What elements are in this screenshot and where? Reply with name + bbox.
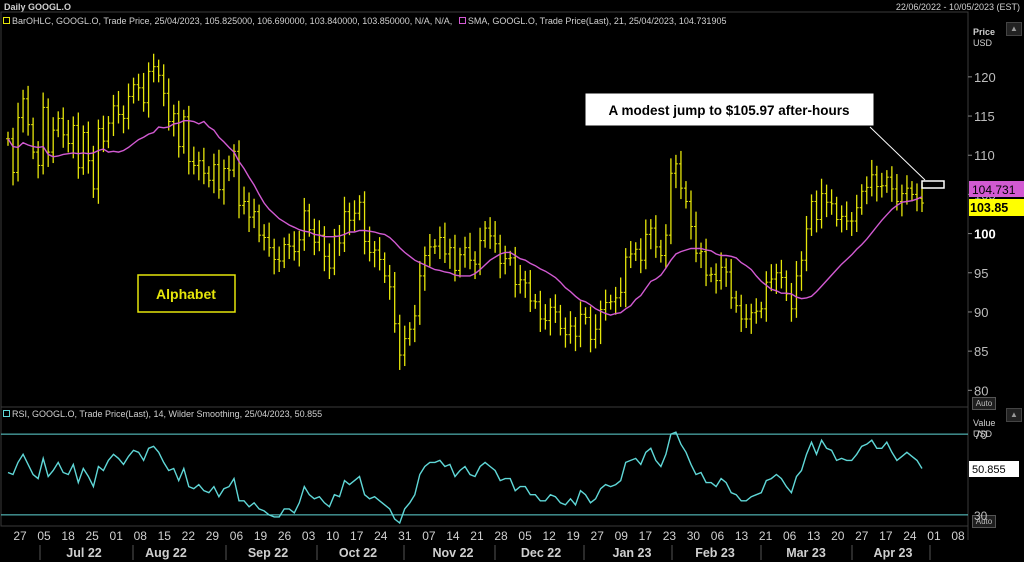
rsi-tick-label: 30	[974, 509, 988, 523]
x-month-label: Dec 22	[521, 546, 561, 560]
x-month-label: Oct 22	[339, 546, 377, 560]
x-day-tick-label: 10	[326, 529, 340, 543]
x-month-label: Jul 22	[66, 546, 101, 560]
x-day-tick-label: 07	[422, 529, 436, 543]
rsi-legend-icon	[3, 410, 10, 417]
x-month-label: Nov 22	[433, 546, 474, 560]
x-day-tick-label: 29	[206, 529, 220, 543]
rsi-reference-lines: 30 70	[1, 428, 988, 523]
after-hours-marker	[921, 180, 945, 189]
x-day-tick-label: 14	[446, 529, 460, 543]
price-auto-button[interactable]: Auto	[972, 397, 996, 410]
rsi-value-tag: 50.855	[972, 464, 1006, 476]
x-day-tick-label: 31	[398, 529, 412, 543]
sma-tag: 104.731	[972, 183, 1016, 197]
x-day-tick-label: 18	[61, 529, 75, 543]
rsi-pane-scroll-up-icon[interactable]: ▲	[1006, 408, 1022, 422]
x-month-label: Apr 23	[874, 546, 913, 560]
x-day-tick-label: 08	[951, 529, 965, 543]
rsi-tick-label: 70	[974, 428, 988, 442]
x-day-tick-label: 19	[566, 529, 580, 543]
x-day-tick-label: 06	[783, 529, 797, 543]
x-month-label: Feb 23	[695, 546, 735, 560]
x-day-tick-label: 23	[663, 529, 677, 543]
price-pane-border	[0, 11, 969, 408]
x-day-tick-label: 30	[687, 529, 701, 543]
price-y-axis: 80859095100105110115120	[968, 70, 996, 398]
last-price-tag: 103.85	[970, 201, 1008, 215]
x-month-label: Mar 23	[786, 546, 826, 560]
x-day-tick-label: 06	[230, 529, 244, 543]
x-day-tick-label: 06	[711, 529, 725, 543]
x-day-tick-label: 12	[542, 529, 556, 543]
rsi-axis-label: Value	[973, 418, 996, 428]
price-tick-label: 85	[974, 344, 988, 359]
x-day-tick-label: 05	[37, 529, 51, 543]
x-day-tick-label: 26	[278, 529, 292, 543]
x-day-tick-label: 20	[831, 529, 845, 543]
x-month-label: Jan 23	[613, 546, 652, 560]
x-day-tick-label: 24	[903, 529, 917, 543]
x-day-tick-label: 19	[254, 529, 268, 543]
x-day-tick-label: 17	[639, 529, 653, 543]
price-tick-label: 110	[974, 148, 995, 163]
x-day-tick-label: 01	[110, 529, 124, 543]
x-day-tick-label: 17	[350, 529, 364, 543]
company-label: Alphabet	[156, 286, 216, 302]
price-tick-label: 80	[974, 383, 988, 398]
x-day-tick-label: 25	[85, 529, 99, 543]
price-tick-label: 95	[974, 266, 988, 281]
price-axis-unit: USD	[973, 38, 993, 48]
sma-line	[7, 120, 923, 316]
x-day-tick-label: 27	[591, 529, 605, 543]
date-range: 22/06/2022 - 10/05/2023 (EST)	[895, 2, 1020, 12]
price-tick-label: 115	[974, 109, 995, 124]
sma-legend-icon	[458, 17, 466, 24]
rsi-line	[7, 431, 923, 525]
x-month-label: Aug 22	[145, 546, 187, 560]
rsi-axis-unit: USD	[973, 429, 993, 439]
x-day-tick-label: 05	[518, 529, 532, 543]
x-axis: 27 05 18 25 01 08 15 22 29 06 19 26 03 10 17 24 31 07 14 21…	[1, 525, 968, 560]
last-price-tag-box	[969, 199, 1024, 216]
x-day-tick-label: 13	[807, 529, 821, 543]
x-day-tick-label: 21	[759, 529, 773, 543]
x-month-label: Sep 22	[248, 546, 288, 560]
ohlc-legend-text: BarOHLC, GOOGL.O, Trade Price, 25/04/202…	[12, 16, 453, 26]
sma-legend-text: SMA, GOOGL.O, Trade Price(Last), 21, 25/…	[467, 16, 727, 26]
x-day-tick-label: 22	[182, 529, 196, 543]
x-day-tick-label: 17	[879, 529, 893, 543]
price-legend: BarOHLC, GOOGL.O, Trade Price, 25/04/202…	[3, 16, 726, 26]
rsi-auto-button[interactable]: Auto	[972, 515, 996, 528]
x-day-tick-label: 27	[855, 529, 869, 543]
rsi-legend-text: RSI, GOOGL.O, Trade Price(Last), 14, Wil…	[12, 409, 323, 419]
x-day-tick-label: 03	[302, 529, 316, 543]
price-tick-label: 100	[974, 227, 996, 242]
annotation-pointer	[869, 126, 926, 181]
chart-title: Daily GOOGL.O	[4, 2, 72, 12]
price-pane-scroll-up-icon[interactable]: ▲	[1006, 22, 1022, 36]
x-day-tick-label: 28	[494, 529, 508, 543]
rsi-legend: RSI, GOOGL.O, Trade Price(Last), 14, Wil…	[3, 409, 322, 419]
x-day-tick-label: 15	[158, 529, 172, 543]
x-day-tick-label: 21	[470, 529, 484, 543]
ohlc-bars	[6, 53, 924, 370]
price-tick-label: 90	[974, 305, 988, 320]
company-label-box	[137, 274, 236, 313]
x-day-tick-label: 24	[374, 529, 388, 543]
rsi-pane-border	[0, 406, 969, 527]
x-day-tick-label: 09	[615, 529, 629, 543]
ohlc-legend-icon	[3, 17, 10, 24]
annotation-box	[584, 92, 875, 127]
x-day-tick-label: 08	[134, 529, 148, 543]
price-tick-label: 120	[974, 70, 996, 85]
sma-tag-box	[969, 181, 1024, 197]
x-day-tick-label: 13	[735, 529, 749, 543]
x-day-tick-label: 01	[927, 529, 941, 543]
rsi-value-tag-box	[969, 461, 1019, 477]
annotation-text: A modest jump to $105.97 after-hours	[608, 103, 849, 118]
price-axis-label: Price	[973, 27, 996, 37]
x-day-tick-label: 27	[13, 529, 27, 543]
